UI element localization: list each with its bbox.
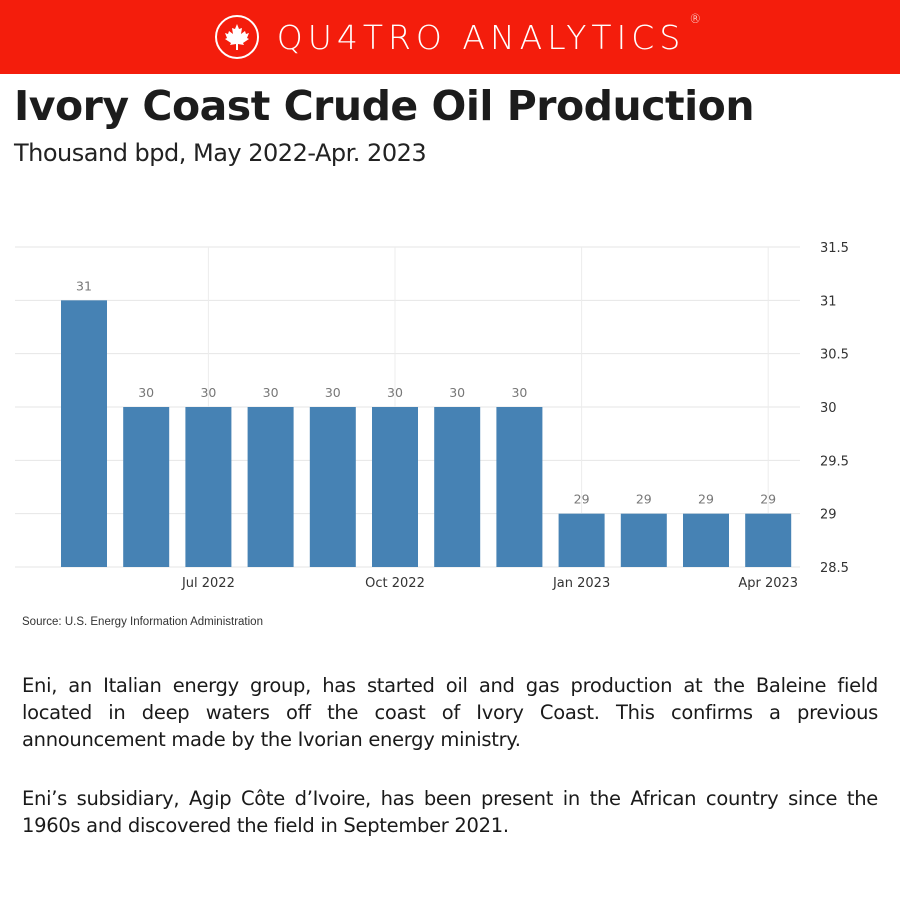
brand-banner: QU4TRO ANALYTICS ® (0, 0, 900, 74)
bar (745, 513, 792, 567)
bar (123, 407, 170, 567)
bar (434, 407, 481, 567)
bar (372, 407, 418, 567)
paragraph-1: Eni, an Italian energy group, has starte… (22, 674, 878, 751)
page-title: Ivory Coast Crude Oil Production (14, 82, 755, 130)
bar-chart: 28.5 29 29.5 30 30.5 31 31.5 Jul 2022 Oct 2022 Ja… (15, 241, 849, 591)
data-label: 29 (698, 492, 714, 507)
x-tick-label: Jul 2022 (181, 576, 235, 591)
x-tick-label: Apr 2023 (738, 576, 798, 591)
data-label: 29 (636, 492, 652, 507)
y-tick-label: 29 (820, 508, 837, 523)
y-tick-label: 30 (820, 401, 837, 416)
source-note: Source: U.S. Energy Information Administ… (22, 616, 263, 628)
bar (247, 407, 294, 567)
data-label: 30 (263, 385, 279, 400)
data-label: 30 (511, 385, 527, 400)
paragraph-2: Eni’s subsidiary, Agip Côte d’Ivoire, ha… (22, 787, 878, 837)
data-label: 31 (76, 278, 92, 293)
bar (620, 513, 667, 567)
page-subtitle: Thousand bpd, May 2022-Apr. 2023 (14, 139, 427, 167)
y-tick-label: 31.5 (820, 241, 849, 256)
data-label: 30 (325, 385, 341, 400)
x-tick-label: Jan 2023 (552, 576, 610, 591)
data-label: 30 (138, 385, 154, 400)
bar (496, 407, 543, 567)
maple-leaf-icon (214, 15, 259, 59)
data-label: 30 (387, 385, 403, 400)
bar (185, 407, 232, 567)
data-label: 30 (200, 385, 216, 400)
registered-mark: ® (689, 11, 702, 26)
data-label: 29 (760, 492, 776, 507)
y-tick-label: 29.5 (820, 454, 849, 469)
bar (61, 300, 107, 567)
data-label: 30 (449, 385, 465, 400)
bar (558, 513, 605, 567)
y-tick-label: 28.5 (820, 561, 849, 576)
bar (309, 407, 356, 567)
bar (683, 513, 729, 567)
y-tick-label: 30.5 (820, 348, 849, 363)
brand-name: QU4TRO ANALYTICS ® (276, 12, 702, 57)
x-tick-label: Oct 2022 (365, 576, 425, 591)
brand-text: QU4TRO ANALYTICS (276, 17, 686, 57)
y-tick-label: 31 (820, 294, 837, 309)
data-label: 29 (574, 492, 590, 507)
